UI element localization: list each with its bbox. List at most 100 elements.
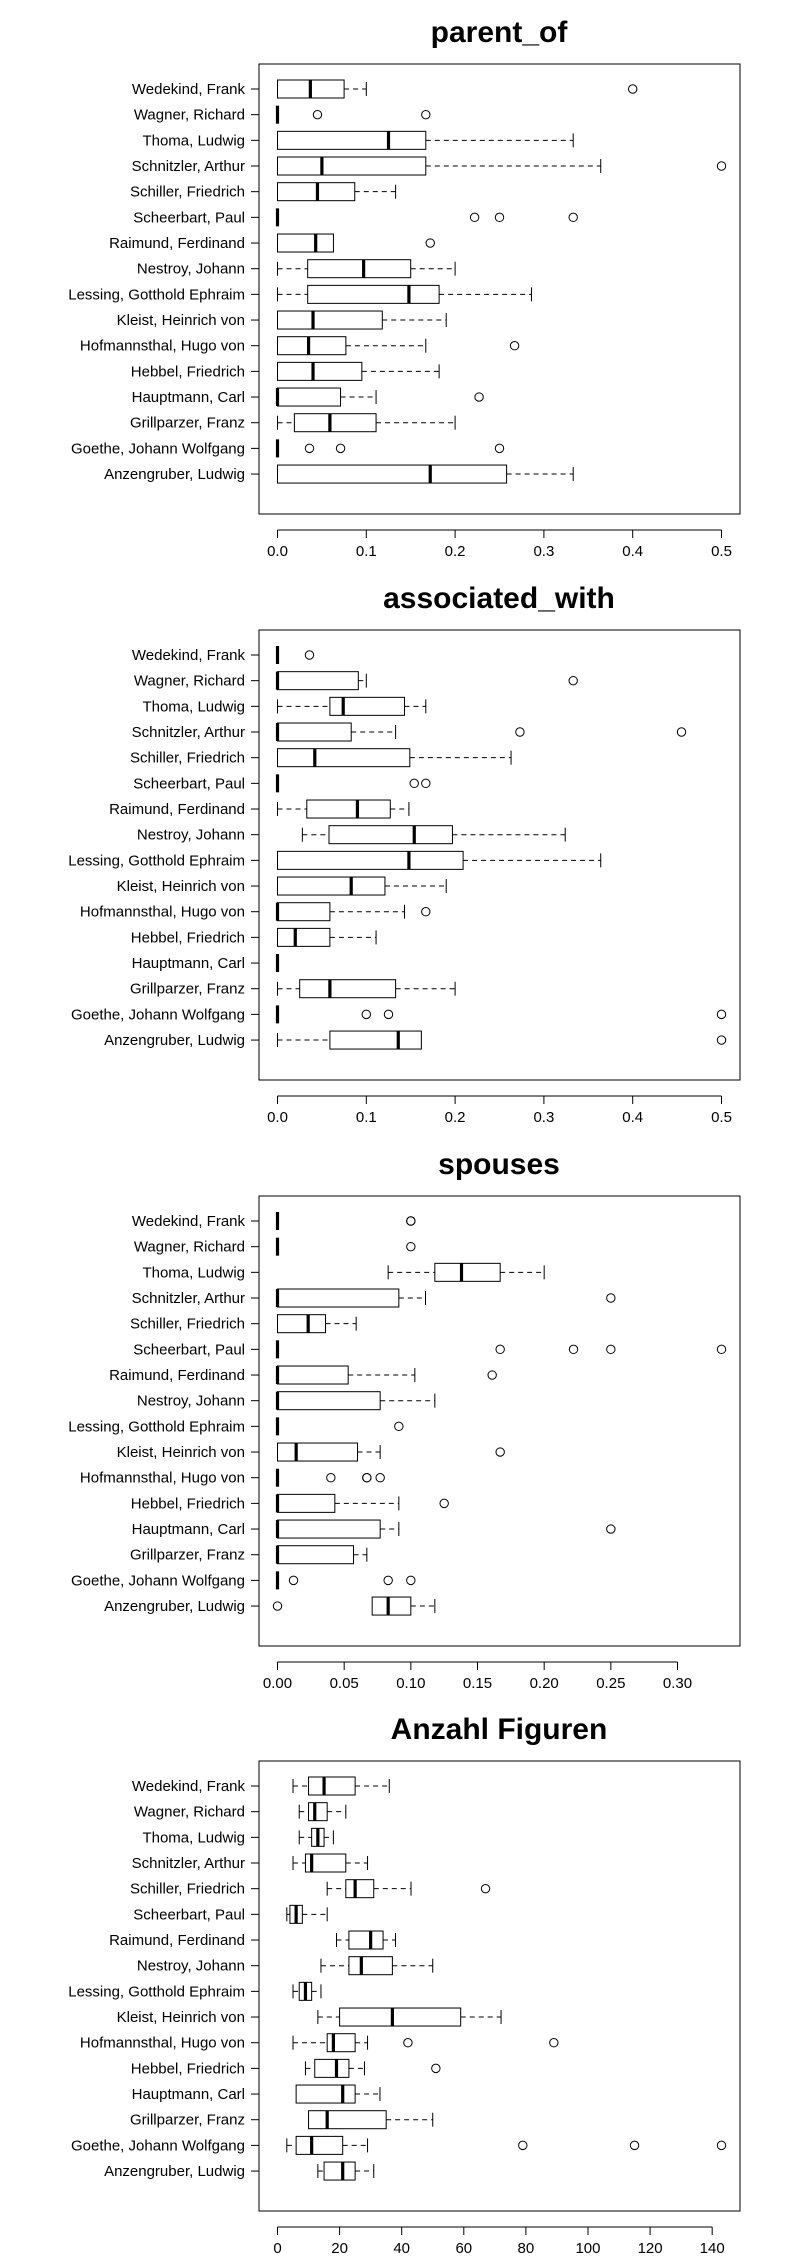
box-row: Anzengruber, Ludwig	[104, 1030, 727, 1050]
outlier-point	[716, 1009, 727, 1020]
outlier-point	[606, 1344, 616, 1355]
iqr-box	[277, 1391, 381, 1411]
outlier-point	[469, 212, 480, 223]
box-row: Hofmannsthal, Hugo von	[80, 336, 520, 356]
iqr-box	[328, 825, 453, 845]
outlier-point	[361, 1009, 371, 1020]
box-row: Goethe, Johann Wolfgang	[71, 439, 505, 458]
category-label: Raimund, Ferdinand	[109, 235, 245, 252]
x-tick-label: 0.1	[356, 1109, 377, 1126]
category-label: Thoma, Ludwig	[142, 132, 245, 149]
box-row: Wedekind, Frank	[132, 79, 638, 99]
category-label: Scheerbart, Paul	[133, 209, 245, 226]
x-tick-label: 0.5	[711, 1109, 732, 1126]
outlier-point	[304, 443, 315, 454]
iqr-box	[277, 722, 352, 742]
outlier-point	[494, 212, 505, 223]
box-row: Lessing, Gotthold Ephraim	[68, 284, 532, 304]
outlier-point	[480, 1883, 491, 1894]
box-row: Grillparzer, Franz	[130, 1545, 368, 1565]
iqr-box	[277, 876, 386, 896]
outlier-point	[568, 1344, 579, 1355]
category-label: Wedekind, Frank	[132, 1778, 246, 1795]
iqr-box	[277, 130, 427, 150]
category-label: Wedekind, Frank	[132, 647, 246, 664]
category-label: Anzengruber, Ludwig	[104, 2163, 245, 2180]
box-row: Wedekind, Frank	[132, 1776, 390, 1796]
category-label: Wagner, Richard	[134, 673, 245, 690]
plot-frame	[258, 63, 741, 515]
box-row: Grillparzer, Franz	[130, 979, 456, 999]
category-label: Nestroy, Johann	[137, 827, 245, 844]
x-tick-label: 120	[638, 2240, 663, 2257]
x-tick-label: 40	[393, 2240, 410, 2257]
box-row: Kleist, Heinrich von	[117, 2007, 502, 2027]
panel-title: parent_of	[431, 16, 569, 49]
box-row: Goethe, Johann Wolfgang	[71, 1571, 416, 1590]
x-tick-label: 0.25	[596, 1675, 625, 1692]
outlier-point	[272, 1601, 283, 1611]
category-label: Hebbel, Friedrich	[131, 2060, 245, 2077]
x-tick-label: 0.15	[463, 1675, 492, 1692]
x-tick-label: 0.30	[663, 1675, 692, 1692]
iqr-box	[277, 1519, 381, 1539]
outlier-point	[326, 1473, 336, 1483]
x-tick-label: 0.05	[330, 1675, 359, 1692]
box-row: Kleist, Heinrich von	[117, 310, 447, 330]
box-row: Hebbel, Friedrich	[131, 1493, 449, 1513]
iqr-box	[277, 156, 427, 176]
category-label: Hauptmann, Carl	[132, 955, 245, 972]
category-label: Raimund, Ferdinand	[109, 1932, 245, 1949]
category-label: Grillparzer, Franz	[130, 981, 245, 998]
outlier-point	[628, 84, 638, 94]
iqr-box	[277, 336, 347, 356]
box-row: Goethe, Johann Wolfgang	[71, 2135, 727, 2155]
iqr-box	[323, 2161, 356, 2181]
iqr-box	[295, 2084, 356, 2104]
box-row: Thoma, Ludwig	[142, 1827, 334, 1847]
iqr-box	[348, 1930, 384, 1950]
box-row: Wedekind, Frank	[132, 1212, 416, 1230]
iqr-box	[371, 1596, 412, 1616]
panel-anzahl-figuren: Anzahl Figuren 0 20 40 60 80 100 120 140 Wedekind…	[68, 1713, 741, 2257]
outlier-point	[383, 1009, 394, 1020]
outlier-point	[518, 2140, 528, 2151]
category-label: Scheerbart, Paul	[133, 775, 245, 792]
category-label: Goethe, Johann Wolfgang	[71, 1006, 245, 1023]
outlier-point	[406, 1241, 416, 1252]
outlier-point	[406, 1575, 416, 1586]
box-row: Hauptmann, Carl	[132, 387, 484, 407]
iqr-box	[277, 1288, 400, 1308]
box-row: Hofmannsthal, Hugo von	[80, 2033, 559, 2053]
outlier-point	[439, 1498, 449, 1509]
category-label: Raimund, Ferdinand	[109, 1367, 245, 1384]
outlier-point	[421, 907, 431, 917]
box-row: Raimund, Ferdinand	[109, 1930, 396, 1950]
iqr-box	[306, 799, 391, 819]
outlier-point	[716, 2140, 727, 2151]
outlier-point	[629, 2140, 640, 2151]
box-row: Scheerbart, Paul	[133, 1904, 328, 1924]
iqr-box	[277, 233, 334, 253]
category-label: Kleist, Heinrich von	[117, 878, 245, 895]
x-tick-label: 0.2	[445, 1109, 466, 1126]
iqr-box	[299, 979, 397, 999]
box-row: Raimund, Ferdinand	[109, 233, 435, 253]
category-label: Thoma, Ludwig	[142, 1264, 245, 1281]
box-row: Kleist, Heinrich von	[117, 876, 447, 896]
outlier-point	[312, 109, 323, 120]
outlier-point	[606, 1524, 616, 1534]
x-tick-label: 80	[518, 2240, 535, 2257]
category-label: Schnitzler, Arthur	[132, 158, 245, 175]
box-row: Grillparzer, Franz	[130, 413, 456, 433]
box-row: Schiller, Friedrich	[130, 1879, 491, 1899]
panel-spouses: spouses 0.00 0.05 0.10 0.15 0.20 0.25 0.30 Wedek…	[68, 1148, 741, 1692]
panel-title: associated_with	[383, 582, 615, 615]
iqr-box	[307, 259, 412, 279]
outlier-point	[549, 2038, 559, 2048]
x-tick-label: 0.00	[263, 1675, 292, 1692]
category-label: Scheerbart, Paul	[133, 1341, 245, 1358]
category-label: Wedekind, Frank	[132, 81, 246, 98]
box-row: Schiller, Friedrich	[130, 1314, 357, 1334]
iqr-box	[295, 2135, 344, 2155]
